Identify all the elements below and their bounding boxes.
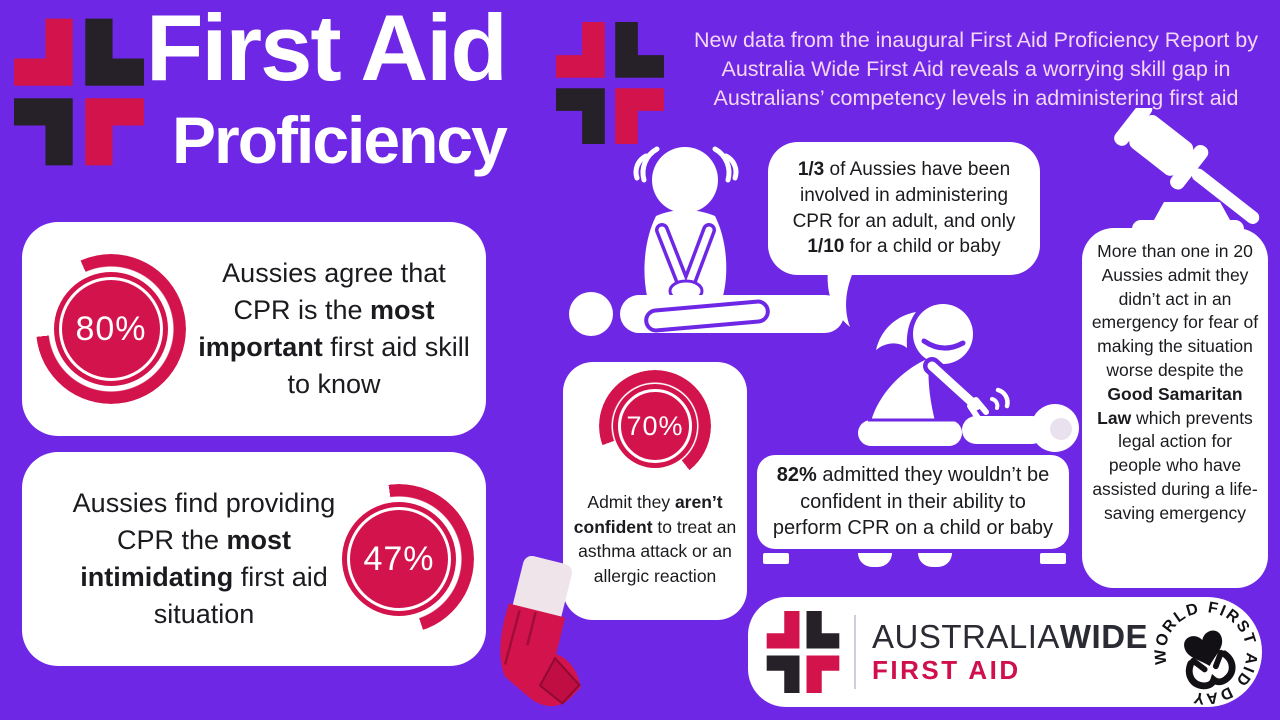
percent-label: 70% [626,410,684,441]
stat-card-asthma-confidence: 70% Admit they aren’t confident to treat… [563,362,747,620]
donut-core: 80% [54,272,168,386]
gavel-icon [1114,108,1260,236]
stat-card-cpr-intimidating: Aussies find providing CPR the most inti… [22,452,486,666]
divider [854,615,856,689]
cpr-adult-icon [569,146,844,336]
donut-core: 70% [613,384,697,468]
callout-text: 1/3 of Aussies have been involved in adm… [792,159,1016,258]
first-aid-cross-icon [766,611,840,693]
donut-core: 47% [342,502,456,616]
brand-card-australia-wide-first-aid: AUSTRALIAWIDE FIRST AID [748,597,1262,707]
stat-card-text: Admit they aren’t confident to treat an … [573,492,737,586]
donut-chart-80-percent: 80% [36,254,186,404]
callout-cpr-adult-stats: 1/3 of Aussies have been involved in adm… [768,142,1040,275]
table-leg [763,553,789,564]
callout-text: More than one in 20 Aussies admit they d… [1091,241,1259,523]
brand-wordmark: AUSTRALIAWIDE FIRST AID [872,617,1149,686]
callout-cpr-child-confidence: 82% admitted they wouldn’t be confident … [757,455,1069,549]
callout-text: 82% admitted they wouldn’t be confident … [772,464,1054,540]
callout-good-samaritan-law: More than one in 20 Aussies admit they d… [1082,228,1268,588]
stat-card-cpr-most-important: 80% Aussies agree that CPR is the most i… [22,222,486,436]
intro-text: New data from the inaugural First Aid Pr… [693,28,1259,111]
stat-card-text: Aussies find providing CPR the most inti… [72,487,336,630]
cpr-infant-icon [858,304,1079,452]
table-leg [1040,553,1066,564]
table-leg [918,553,952,567]
first-aid-cross-icon [14,18,144,166]
table-leg [858,553,892,567]
percent-label: 80% [75,309,147,348]
stat-card-text: Aussies agree that CPR is the most impor… [198,257,470,400]
donut-chart-70-percent: 70% [599,370,711,482]
percent-label: 47% [363,539,435,578]
speech-bubble-tail [827,270,854,327]
heart-in-hands-icon [1184,630,1236,690]
inhaler-icon [500,556,581,707]
donut-chart-47-percent: 47% [324,484,474,634]
page-title-line1: First Aid [146,0,508,100]
first-aid-cross-icon [556,22,664,144]
page-title-line2: Proficiency [172,103,508,177]
